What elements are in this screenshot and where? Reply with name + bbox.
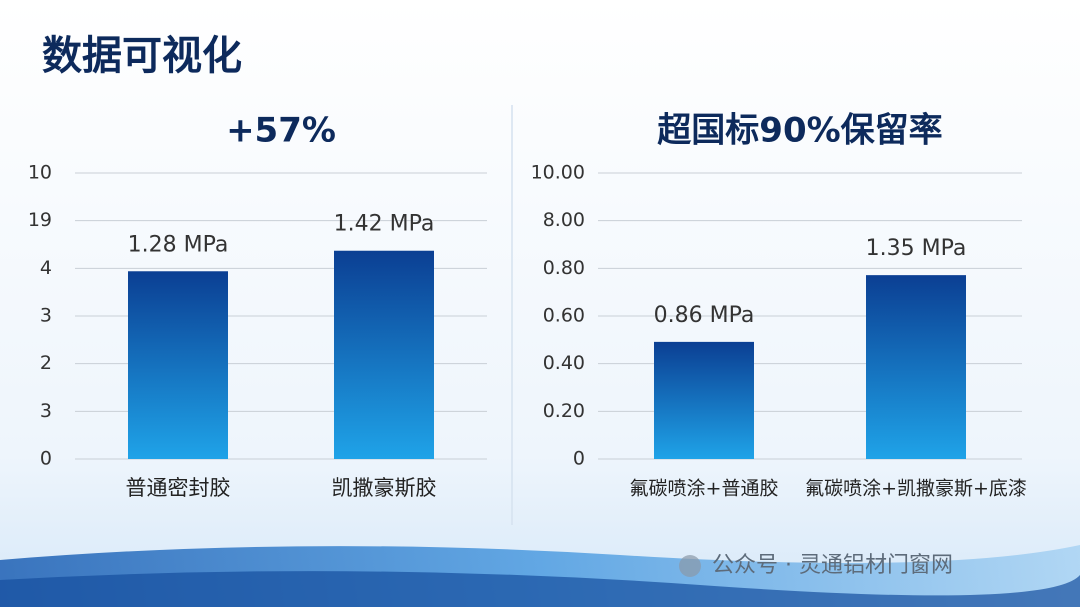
y-tick-label: 19	[28, 209, 52, 231]
x-tick-label: 凯撒豪斯胶	[332, 476, 437, 500]
wave	[0, 571, 1080, 607]
bar	[128, 271, 228, 459]
x-tick-label: 普通密封胶	[126, 476, 231, 500]
y-tick-label: 4	[40, 257, 52, 279]
y-tick-label: 10.00	[531, 162, 585, 184]
y-tick-label: 8.00	[543, 209, 585, 231]
y-tick-label: 0	[40, 448, 52, 470]
chart-title: 超国标90%保留率	[657, 111, 942, 151]
value-label: 1.35 MPa	[866, 236, 967, 261]
bar	[866, 275, 966, 459]
watermark: 公众号 · 灵通铝材门窗网	[712, 553, 953, 578]
bar	[654, 341, 754, 459]
bar	[334, 250, 434, 459]
x-tick-label: 氟碳喷涂+凯撒豪斯+底漆	[805, 478, 1027, 500]
y-tick-label: 0.60	[543, 305, 585, 327]
y-tick-label: 2	[40, 352, 52, 374]
y-tick-label: 3	[40, 400, 52, 422]
y-tick-label: 0.20	[543, 400, 585, 422]
value-label: 1.28 MPa	[128, 232, 229, 257]
y-tick-label: 0.80	[543, 257, 585, 279]
value-label: 1.42 MPa	[334, 212, 435, 237]
wechat-icon	[679, 555, 701, 577]
y-tick-label: 0.40	[543, 352, 585, 374]
value-label: 0.86 MPa	[654, 303, 755, 328]
page-title: 数据可视化	[42, 33, 242, 79]
y-tick-label: 10	[28, 162, 52, 184]
x-tick-label: 氟碳喷涂+普通胶	[630, 478, 779, 500]
y-tick-label: 3	[40, 305, 52, 327]
chart-title: +57%	[226, 111, 336, 151]
y-tick-label: 0	[573, 448, 585, 470]
